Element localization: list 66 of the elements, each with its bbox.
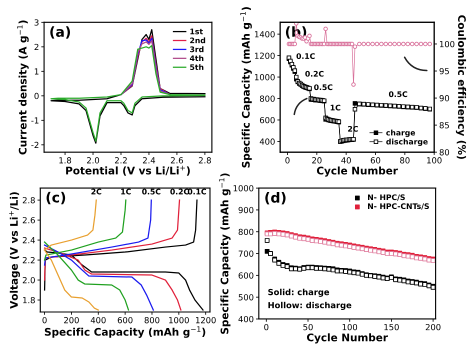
y-tick-label: 800 <box>260 95 275 102</box>
x-tick-label: 100 <box>342 324 358 330</box>
x-tick-label: 20 <box>312 157 322 164</box>
chart-title: (c) <box>46 192 66 204</box>
y-tick-label: 1200 <box>254 52 275 59</box>
x-axis-title: Cycle Number <box>316 166 398 177</box>
x-tick-label: 2.0 <box>87 157 100 164</box>
y-tick-label: -2 <box>31 142 38 148</box>
x-tick-label: 50 <box>303 324 313 330</box>
x-tick-label: 100 <box>427 157 442 164</box>
y2-tick-label: 80 <box>440 149 450 156</box>
annotation: Hollow: discharge <box>268 302 352 310</box>
y-axis-title: Voltage (V vs Li$^{+}$/Li) <box>9 192 20 309</box>
x-tick-label: 150 <box>384 324 399 330</box>
x-tick-label: 600 <box>118 317 133 324</box>
y-tick-label: 3 <box>34 19 39 26</box>
y-tick-label: 1000 <box>234 185 254 192</box>
x-tick-label: 40 <box>341 157 351 164</box>
x-tick-label: 2.8 <box>198 157 211 164</box>
x-tick-label: 200 <box>64 317 79 324</box>
y-tick-label: 1000 <box>254 74 275 80</box>
x-tick-label: 2.4 <box>142 157 156 164</box>
y2-tick-label: 95 <box>440 68 449 74</box>
x-tick-label: 200 <box>426 324 441 330</box>
x-tick-label: 60 <box>370 157 380 164</box>
chart-title: (d) <box>265 192 286 204</box>
y-tick-label: 2.8 <box>22 197 35 204</box>
annotation: Solid: charge <box>268 288 330 297</box>
y2-axis-title: Coulombic efficiency (%) <box>456 15 466 159</box>
x-tick-label: 400 <box>90 317 106 324</box>
x-tick-label: 2.2 <box>114 157 127 164</box>
y-tick-label: 2.4 <box>22 237 35 244</box>
y-tick-label: 900 <box>238 206 254 214</box>
y-tick-label: 800 <box>238 228 254 236</box>
x-axis-title: Specific Capacity (mAh g$^{−1}$) <box>44 326 206 338</box>
x-tick-label: 800 <box>144 317 160 324</box>
y-tick-label: 2.0 <box>22 277 35 284</box>
x-tick-label: 2.6 <box>170 157 184 164</box>
y-axis-title: Specific Capacity (mAh g$^{−1}$) <box>218 173 231 334</box>
x-axis-title: Cycle Number <box>306 333 388 344</box>
x-tick-label: 1200 <box>196 317 216 324</box>
y-tick-label: 1 <box>34 68 38 74</box>
x-tick-label: 0 <box>285 157 290 164</box>
x-tick-label: 80 <box>400 157 410 164</box>
y2-tick-label: 90 <box>440 95 450 102</box>
chart-title: (a) <box>50 26 70 39</box>
x-axis-title: Potential (V vs Li/Li$^{+}$) <box>66 166 190 176</box>
y-tick-label: 2 <box>34 44 38 50</box>
y-axis-title: Specific Capacity (mAh g$^{−1}$) <box>240 7 252 168</box>
y2-tick-label: 100 <box>440 40 454 48</box>
y-tick-label: 0 <box>34 92 39 100</box>
y-tick-label: 1400 <box>254 31 275 38</box>
y-tick-label: 500 <box>238 294 254 300</box>
x-tick-label: 0 <box>42 317 47 324</box>
x-tick-label: 1000 <box>169 317 189 324</box>
y-tick-label: 600 <box>260 116 275 124</box>
y2-tick-label: 85 <box>440 122 449 128</box>
y-tick-label: 2.2 <box>22 257 35 264</box>
y-axis-title: Current density (A g$^{−1}$) <box>17 20 29 154</box>
y-tick-label: 2.6 <box>22 217 35 224</box>
y-tick-label: 700 <box>238 250 254 257</box>
y-tick-label: 1.8 <box>23 296 35 304</box>
y-tick-label: 600 <box>238 272 254 279</box>
y-tick-label: 400 <box>260 138 275 145</box>
x-tick-label: 1.8 <box>59 157 72 164</box>
y-tick-label: -1 <box>31 117 38 124</box>
